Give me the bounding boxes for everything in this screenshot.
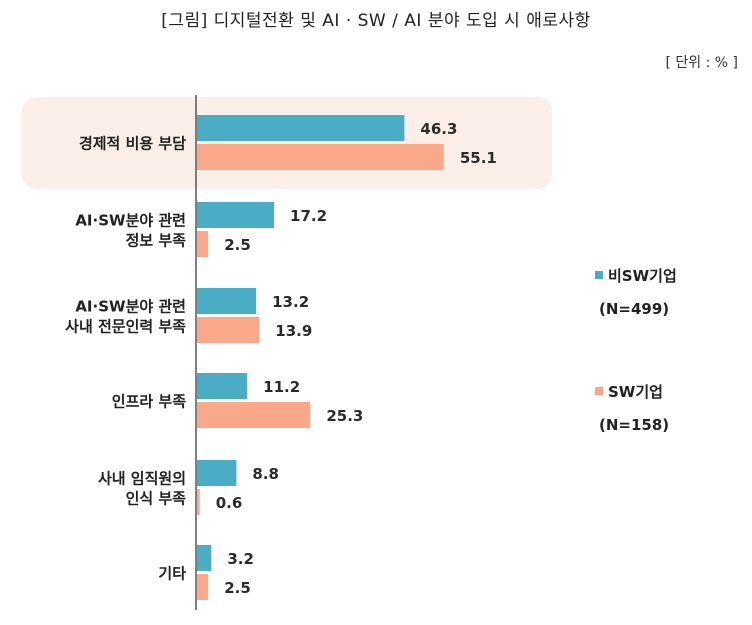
bar-series-1 [197,288,257,314]
bar-series-1 [197,373,248,399]
bar-series-2 [197,231,209,257]
value-label: 8.8 [252,465,279,483]
category-label: AI·SW분야 관련 정보 부족 [75,212,186,250]
value-label: 46.3 [420,120,457,138]
category-label: AI·SW분야 관련 사내 전문인력 부족 [65,298,186,336]
value-label: 2.5 [224,236,251,254]
legend-swatch-series-1 [595,271,603,279]
value-label: 55.1 [460,149,497,167]
value-label: 11.2 [263,378,300,396]
bar-series-2 [197,489,200,515]
bar-series-1 [197,460,237,486]
value-label: 3.2 [227,550,254,568]
value-label: 2.5 [224,579,251,597]
category-label: 경제적 비용 부담 [79,135,186,153]
bar-series-1 [197,545,212,571]
bar-series-2 [197,144,444,170]
bar-series-2 [197,574,209,600]
legend-swatch-series-2 [595,387,603,395]
bar-series-2 [197,402,311,428]
chart-title: [그림] 디지털전환 및 AI · SW / AI 분야 도입 시 애로사항 [161,11,591,31]
bar-series-2 [197,317,260,343]
legend-2: SW기업 (N=158) [595,380,669,434]
category-label: 사내 임직원의 인식 부족 [98,470,186,508]
bar-series-1 [197,115,405,141]
legend-label-series-2: SW기업 [608,382,663,401]
category-label: 기타 [158,565,186,583]
value-label: 13.9 [275,322,312,340]
legend-item-series-2: SW기업 [595,380,669,402]
bar-series-1 [197,202,275,228]
value-label: 17.2 [290,207,327,225]
value-label: 13.2 [272,293,309,311]
value-label: 25.3 [326,407,363,425]
legend-note-series-1: (N=499) [599,300,670,318]
value-label: 0.6 [216,494,243,512]
category-label: 인프라 부족 [112,393,186,411]
unit-label: [ 단위 : % ] [665,55,738,71]
legend-label-series-1: 비SW기업 [608,266,677,285]
legend: 비SW기업 (N=499) [595,264,677,318]
legend-item-series-1: 비SW기업 [595,264,677,286]
legend-note-series-2: (N=158) [599,416,670,434]
